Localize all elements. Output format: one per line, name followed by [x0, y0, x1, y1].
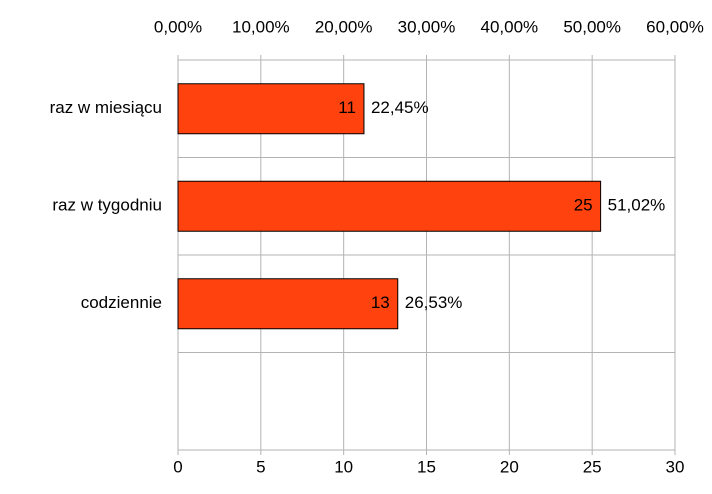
y-tick-label: raz w miesiącu	[50, 98, 162, 117]
x-tick-label: 25	[583, 457, 602, 476]
x-tick-label: 20	[500, 457, 519, 476]
percent-label: 26,53%	[405, 293, 463, 312]
bar	[177, 83, 365, 135]
x2-tick-label: 0,00%	[154, 17, 202, 36]
x-tick-label: 0	[173, 457, 182, 476]
x-tick-label: 30	[666, 457, 685, 476]
bar	[177, 278, 399, 330]
bar	[177, 180, 602, 232]
y-tick-label: codziennie	[81, 293, 162, 312]
x2-tick-label: 20,00%	[315, 17, 373, 36]
x2-tick-label: 50,00%	[563, 17, 621, 36]
x2-tick-label: 60,00%	[646, 17, 704, 36]
x-tick-label: 10	[334, 457, 353, 476]
x2-tick-label: 10,00%	[232, 17, 290, 36]
x-tick-label: 5	[256, 457, 265, 476]
count-label: 13	[371, 293, 390, 312]
x2-tick-label: 40,00%	[480, 17, 538, 36]
x2-tick-label: 30,00%	[398, 17, 456, 36]
percent-label: 22,45%	[371, 98, 429, 117]
percent-label: 51,02%	[608, 196, 666, 215]
count-label: 25	[574, 196, 593, 215]
count-label: 11	[338, 98, 356, 117]
x-tick-label: 15	[417, 457, 436, 476]
y-tick-label: raz w tygodniu	[52, 196, 162, 215]
